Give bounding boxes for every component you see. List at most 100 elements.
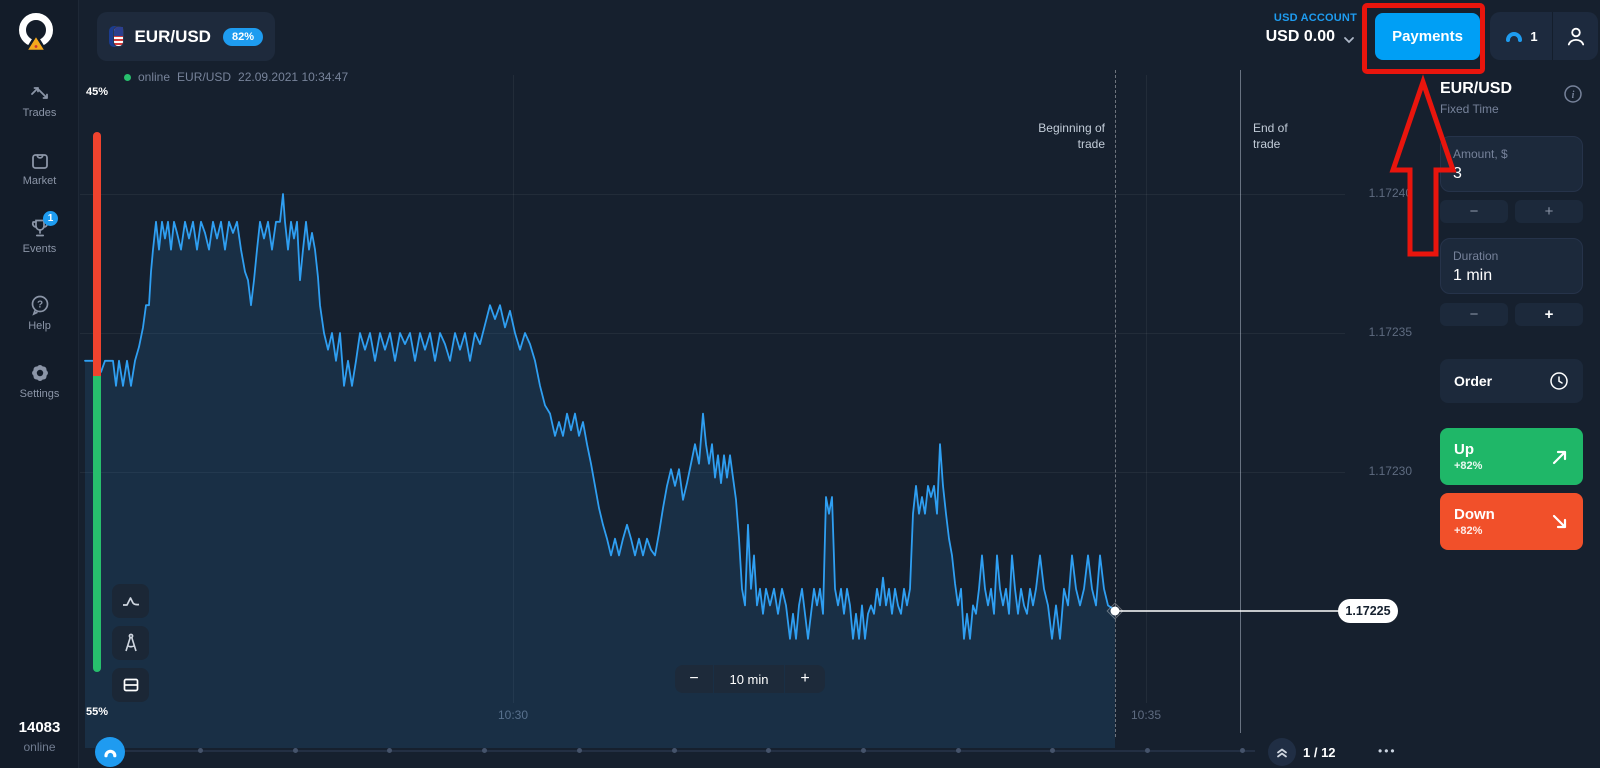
arrow-up-right-icon [1552,450,1567,464]
order-button[interactable]: Order [1440,359,1583,403]
timeline-dot [292,748,298,753]
account-selector[interactable]: USD ACCOUNT USD 0.00 [1232,12,1357,46]
sentiment-up-label: 45% [86,86,109,98]
sidebar-item-market[interactable]: Market [0,148,79,196]
asset-selector[interactable]: EUR/USD 82% [97,12,275,61]
up-payout: +82% [1454,460,1483,472]
duration-field[interactable]: Duration 1 min [1440,238,1583,294]
info-icon[interactable]: i [1563,84,1583,104]
notification-count: 1 [1530,28,1538,44]
payments-button[interactable]: Payments [1375,13,1480,60]
sidebar-item-label: Trades [22,107,57,119]
amount-field[interactable]: Amount, $ 3 [1440,136,1583,192]
profile-button[interactable] [1552,12,1598,60]
amount-value: 3 [1453,165,1462,182]
price-axis-label: 1.17230 [1368,464,1412,478]
online-count-label: online [23,740,56,754]
timeline-dot [1239,748,1245,753]
time-axis-label: 10:35 [1130,708,1162,722]
timeline-dot [955,748,961,753]
layout-button[interactable] [112,668,149,702]
indicators-button[interactable] [112,626,149,660]
sidebar-item-label: Settings [19,388,60,400]
clock-icon [1550,372,1568,390]
asset-pair: EUR/USD [134,26,211,46]
timeline-dot [576,748,582,753]
us-flag-icon [112,26,125,47]
interval-zoom-out-button[interactable]: − [675,665,713,693]
down-label: Down [1454,506,1495,523]
sidebar-item-label: Events [22,243,57,255]
amount-plus-button[interactable]: + [1515,200,1583,223]
interval-control: − 10 min + [675,665,825,693]
trade-panel: EUR/USD Fixed Time i Amount, $ 3 − + Dur… [1440,80,1583,550]
assistant-button[interactable] [95,737,125,767]
sidebar-item-settings[interactable]: Settings [0,361,79,409]
timeline-dot [766,748,772,753]
sidebar-item-help[interactable]: ? Help [0,293,79,341]
down-payout: +82% [1454,525,1483,537]
duration-value: 1 min [1453,267,1493,284]
assistant-arc-icon [104,749,117,757]
timeline-dot [671,748,677,753]
line-chart-icon [122,597,139,606]
sidebar-item-events[interactable]: 1 Events [0,211,79,264]
sidebar: Trades Market 1 Events ? Help Settings 1… [0,0,79,768]
duration-stepper: − + [1440,303,1583,326]
chart-type-button[interactable] [112,584,149,618]
up-button[interactable]: Up +82% [1440,428,1583,485]
sentiment-bar-sell [93,132,101,376]
timeline-dot [198,748,203,753]
current-price-bubble: 1.17225 [1338,599,1398,623]
sentiment-bar-buy [93,376,101,672]
account-balance: USD 0.00 [1232,28,1357,46]
status-pair: EUR/USD [177,70,232,84]
current-price-dot [1110,606,1120,616]
price-area [85,194,1115,748]
amount-stepper: − + [1440,200,1583,223]
pagination-counter: 1 / 12 [1303,745,1336,760]
market-icon [31,154,48,169]
panel-pair: EUR/USD [1440,80,1513,97]
status-datetime: 22.09.2021 10:34:47 [238,70,349,84]
down-button[interactable]: Down +82% [1440,493,1583,550]
amount-label: Amount, $ [1453,147,1508,161]
timeline-dot [1145,748,1150,753]
price-axis-label: 1.17235 [1368,325,1412,339]
svg-text:?: ? [36,300,42,311]
payout-badge: 82% [222,27,263,46]
drawing-tools-icon [124,633,137,652]
arrow-down-right-icon [1552,514,1567,528]
chevron-down-icon [1344,37,1354,44]
profile-icon [1567,27,1584,46]
duration-minus-button[interactable]: − [1440,303,1508,326]
settings-gear-icon [31,365,48,381]
events-badge: 1 [43,211,58,226]
timeline-dot [387,748,393,753]
order-label: Order [1454,373,1493,389]
double-chevron-up-icon [1277,748,1287,758]
trade-begin-label: Beginning of trade [1038,121,1105,151]
panel-mode: Fixed Time [1440,102,1499,116]
amount-minus-button[interactable]: − [1440,200,1508,223]
timeline-dot [1050,748,1056,753]
trade-end-label: End of trade [1253,121,1288,151]
risk-free-trades-button[interactable]: 1 [1490,12,1552,60]
interval-value[interactable]: 10 min [714,665,784,693]
duration-plus-button[interactable]: + [1515,303,1583,326]
more-options-button[interactable]: ••• [1378,744,1397,758]
collapse-panel-button[interactable] [1268,738,1296,766]
duration-label: Duration [1453,249,1499,263]
olymp-logo-icon [19,13,53,53]
sentiment-down-label: 55% [86,706,109,718]
price-line [84,193,1116,640]
sidebar-item-trades[interactable]: Trades [0,80,79,128]
account-type-label: USD ACCOUNT [1273,12,1357,24]
sidebar-item-label: Help [28,320,51,332]
app-logo[interactable] [14,10,58,59]
interval-zoom-in-button[interactable]: + [785,665,825,693]
bonus-arc-icon [1506,32,1523,42]
online-counter: 14083 online [0,719,79,754]
